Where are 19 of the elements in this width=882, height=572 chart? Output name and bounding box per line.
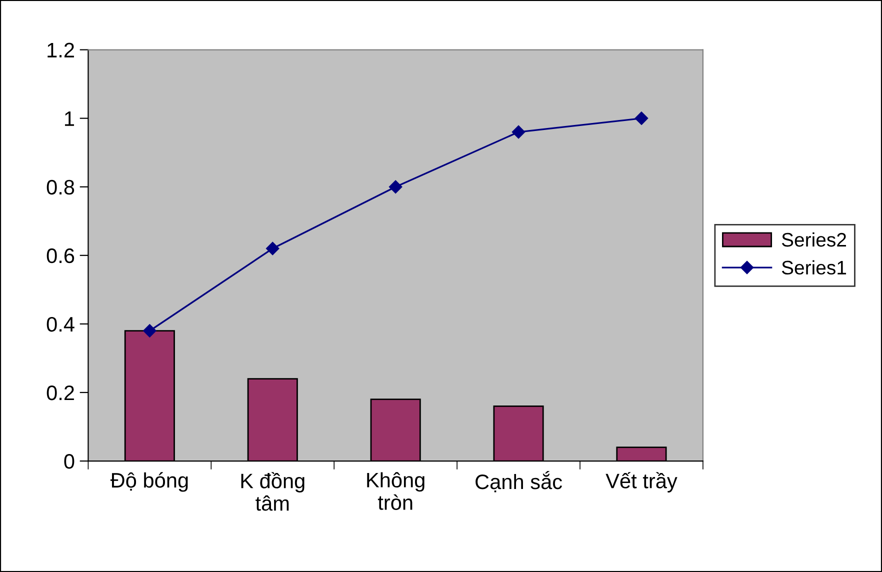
legend-label: Series1 bbox=[782, 260, 846, 275]
y-tick-label: 1.2 bbox=[48, 42, 74, 58]
legend-label: Series2 bbox=[782, 232, 846, 247]
x-tick-label: K đồng tâm bbox=[241, 472, 304, 511]
x-tick-label: Vết trầy bbox=[606, 472, 678, 492]
point bbox=[512, 125, 526, 139]
y-tick-label: 0 bbox=[64, 454, 74, 469]
y-tick-label: 0.6 bbox=[46, 248, 74, 264]
point bbox=[266, 242, 280, 256]
point bbox=[143, 324, 156, 338]
y-tick-label: 0.4 bbox=[46, 316, 74, 332]
y-tick-label: 0.2 bbox=[46, 385, 74, 400]
x-tick-label: Độ bóng bbox=[110, 472, 188, 492]
y-tick-label: 1 bbox=[65, 112, 74, 126]
point bbox=[388, 180, 402, 194]
x-tick-label: Cạnh sắc bbox=[476, 470, 562, 492]
point bbox=[634, 112, 648, 125]
y-tick-label: 0.8 bbox=[46, 180, 74, 195]
x-tick-label: Không tròn bbox=[367, 472, 424, 510]
